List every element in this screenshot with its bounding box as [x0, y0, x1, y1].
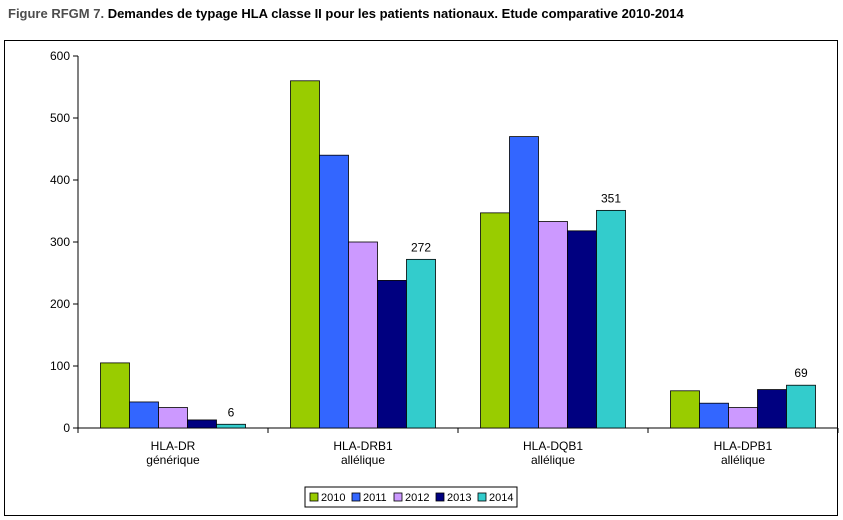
y-tick-label: 600: [50, 49, 70, 63]
bar-2011-0: [129, 401, 159, 429]
x-tick-label: HLA-DQB1: [523, 439, 583, 453]
legend-label-2011: 2011: [363, 492, 387, 504]
bar-2014-3: [786, 384, 816, 429]
legend-swatch-2010: [309, 492, 319, 502]
bar-2012-0: [158, 407, 188, 429]
x-tick-label: générique: [146, 453, 200, 467]
x-tick-label: allélique: [721, 453, 765, 467]
data-label: 272: [411, 240, 431, 254]
chart-title: Figure RFGM 7. Demandes de typage HLA cl…: [8, 6, 684, 21]
y-tick-label: 0: [63, 421, 70, 435]
bar-2012-2: [538, 221, 568, 429]
bar-2011-2: [509, 136, 539, 429]
legend-label-2010: 2010: [321, 492, 345, 504]
figure-title: Demandes de typage HLA classe II pour le…: [107, 6, 684, 21]
bar-2010-2: [480, 212, 510, 429]
bar-2013-3: [757, 389, 787, 429]
bar-2013-2: [567, 230, 597, 429]
x-tick-label: HLA-DR: [151, 439, 196, 453]
legend-label-2013: 2013: [447, 492, 471, 504]
bar-2011-3: [699, 402, 729, 429]
bar-2012-3: [728, 407, 758, 429]
legend-label-2012: 2012: [405, 492, 429, 504]
x-tick-label: allélique: [341, 453, 385, 467]
y-tick-label: 300: [50, 235, 70, 249]
data-label: 6: [228, 405, 235, 419]
y-tick-label: 500: [50, 111, 70, 125]
chart-frame: [4, 40, 838, 516]
y-tick-label: 400: [50, 173, 70, 187]
x-tick-label: HLA-DRB1: [333, 439, 393, 453]
data-label: 69: [794, 366, 808, 380]
bar-2012-1: [348, 241, 378, 429]
legend-label-2014: 2014: [489, 492, 513, 504]
legend-box: [304, 486, 518, 508]
bar-2014-1: [406, 258, 436, 429]
x-tick-label: allélique: [531, 453, 575, 467]
bar-2014-2: [596, 209, 626, 429]
y-tick-label: 100: [50, 359, 70, 373]
bar-2013-1: [377, 280, 407, 429]
legend-swatch-2013: [435, 492, 445, 502]
legend-swatch-2014: [477, 492, 487, 502]
x-tick-label: HLA-DPB1: [714, 439, 773, 453]
data-label: 351: [601, 191, 621, 205]
legend-swatch-2012: [393, 492, 403, 502]
bar-2010-3: [670, 390, 700, 429]
bar-2013-0: [187, 419, 217, 429]
legend-swatch-2011: [351, 492, 361, 502]
bar-2011-1: [319, 154, 349, 429]
figure-label: Figure RFGM 7.: [8, 6, 105, 21]
bar-2010-0: [100, 362, 130, 429]
y-tick-label: 200: [50, 297, 70, 311]
bar-2010-1: [290, 80, 320, 429]
bar-2014-0: [216, 423, 246, 429]
